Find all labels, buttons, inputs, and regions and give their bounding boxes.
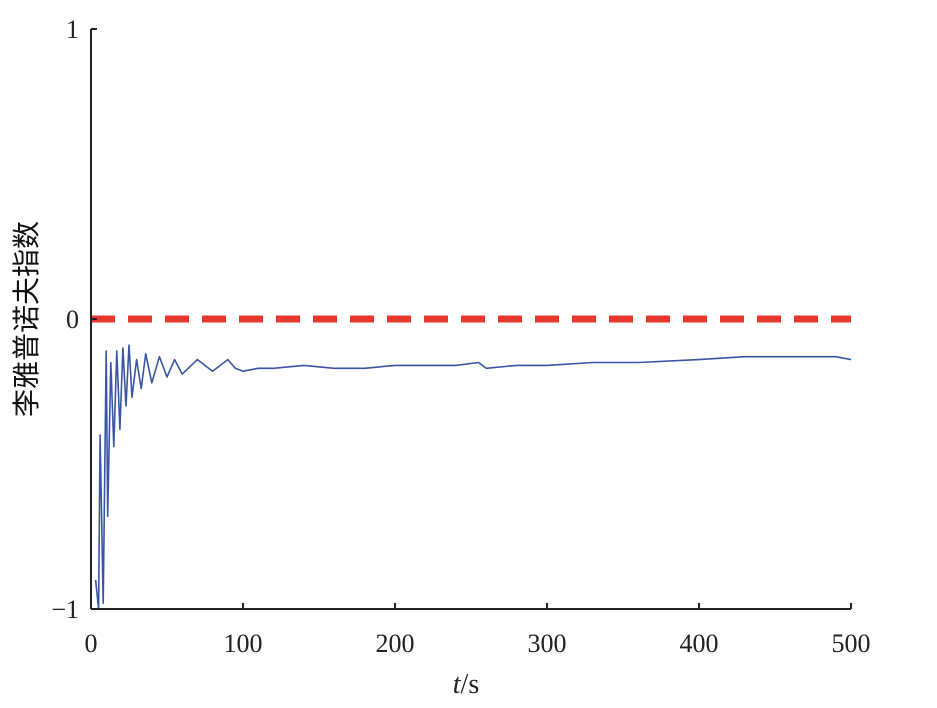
lyapunov-series-line [94, 344, 851, 609]
x-axis-title: t/s [453, 669, 479, 700]
y-tick-label: 1 [66, 15, 79, 44]
x-tick-label: 500 [832, 629, 871, 658]
plot-area [91, 315, 851, 609]
x-tick-label: 300 [528, 629, 567, 658]
y-tick-label: −1 [51, 595, 79, 624]
x-tick-label: 100 [224, 629, 263, 658]
x-tick-label: 400 [680, 629, 719, 658]
y-axis-title: 李雅普诺夫指数 [10, 221, 43, 417]
x-tick-label: 200 [376, 629, 415, 658]
y-tick-label: 0 [66, 305, 79, 334]
x-tick-label: 0 [85, 629, 98, 658]
ticks: 0 100 200 300 400 500−101 [51, 15, 870, 658]
